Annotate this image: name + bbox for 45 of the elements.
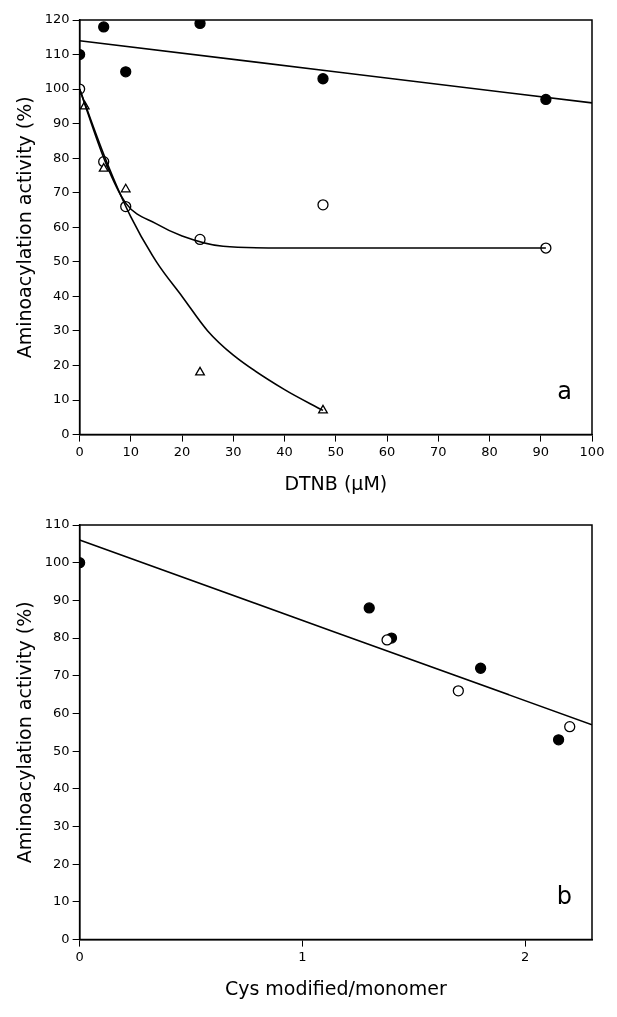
y-tick-label: 120 (44, 11, 70, 27)
x-tick-label: 90 (532, 443, 550, 459)
x-tick-label: 50 (327, 443, 345, 459)
y-tick-label: 20 (53, 855, 70, 871)
y-tick-label: 60 (53, 218, 70, 234)
x-tick-label: 20 (173, 443, 191, 459)
y-tick-label: 10 (53, 391, 70, 407)
x-tick-label: 100 (579, 443, 605, 459)
x-tick-label: 10 (122, 443, 140, 459)
x-tick-label: 0 (75, 948, 84, 964)
annotation: b (556, 881, 572, 910)
x-tick-label: 70 (430, 443, 447, 459)
y-tick-label: 40 (53, 780, 70, 796)
x-tick-label: 60 (378, 443, 396, 459)
y-tick-label: 50 (53, 742, 70, 758)
y-tick-label: 90 (53, 115, 70, 131)
y-tick-label: 70 (53, 184, 70, 200)
y-tick-label: 60 (53, 704, 70, 720)
y-tick-label: 100 (44, 554, 70, 570)
y-tick-label: 30 (53, 322, 70, 338)
x-tick-label: 40 (276, 443, 293, 459)
y-tick-label: 50 (53, 253, 70, 269)
y-tick-label: 110 (44, 45, 70, 61)
x-tick-label: 80 (481, 443, 498, 459)
y-tick-label: 0 (61, 425, 70, 441)
x-tick-label: 2 (521, 948, 530, 964)
y-tick-label: 30 (53, 817, 70, 833)
y-axis-title: Aminoacylation activity (%) (13, 96, 36, 359)
x-tick-label: 0 (75, 443, 84, 459)
y-tick-label: 80 (53, 149, 70, 165)
annotation: a (557, 376, 572, 405)
x-axis-title: Cys modified/monomer (224, 976, 447, 999)
x-axis-title: DTNB (μM) (284, 471, 388, 494)
y-tick-label: 40 (53, 287, 70, 303)
y-tick-label: 90 (53, 591, 70, 607)
y-tick-label: 10 (53, 893, 70, 909)
y-axis-title: Aminoacylation activity (%) (13, 601, 36, 864)
y-tick-label: 100 (44, 80, 70, 96)
y-tick-label: 80 (53, 629, 70, 645)
y-tick-label: 20 (53, 356, 70, 372)
x-tick-label: 30 (225, 443, 242, 459)
x-tick-label: 1 (298, 948, 307, 964)
y-tick-label: 110 (44, 516, 70, 532)
y-tick-label: 0 (61, 930, 70, 946)
y-tick-label: 70 (53, 667, 70, 683)
